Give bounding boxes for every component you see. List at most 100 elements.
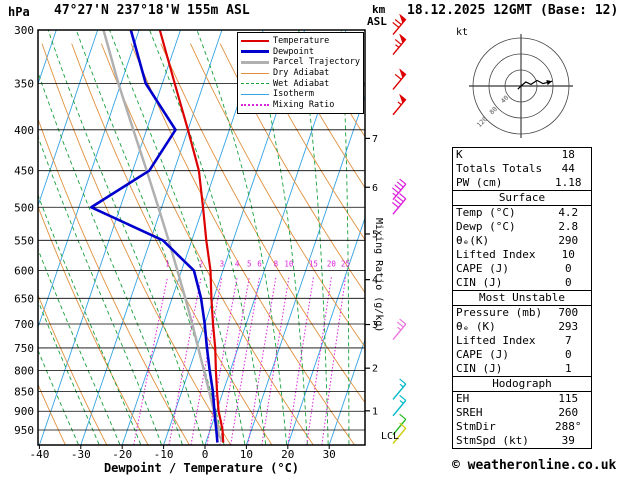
svg-text:25: 25 xyxy=(341,260,350,269)
table-value: 1.18 xyxy=(555,176,582,189)
svg-text:4: 4 xyxy=(235,260,240,269)
svg-text:7: 7 xyxy=(372,134,378,145)
svg-text:950: 950 xyxy=(14,424,34,437)
table-row: Dewp (°C) 2.8 xyxy=(453,220,592,234)
hodograph-trace-arrow xyxy=(546,80,553,86)
legend-line-sample xyxy=(241,60,269,64)
legend-line-sample xyxy=(241,83,269,85)
table-value: 700 xyxy=(558,306,579,319)
legend-item-label: Temperature xyxy=(273,36,330,47)
svg-text:2: 2 xyxy=(372,364,378,375)
plot-frame xyxy=(37,29,366,446)
wind-barb xyxy=(391,193,407,215)
table-value: 18 xyxy=(561,148,575,161)
indices-table: K 18 Totals Totals 44 PW (cm) 1.18 Surface Temp… xyxy=(452,147,592,449)
legend-item-label: Dry Adiabat xyxy=(273,68,330,79)
legend-line-sample xyxy=(241,50,269,54)
wind-barb xyxy=(392,378,407,400)
wind-barb xyxy=(392,68,407,90)
svg-text:4: 4 xyxy=(372,275,378,286)
table-section-row: Surface xyxy=(452,190,592,206)
wind-barb xyxy=(392,33,407,56)
temperature-line xyxy=(158,30,225,443)
svg-text:1: 1 xyxy=(165,260,170,269)
svg-text:800: 800 xyxy=(14,364,34,377)
legend-item: Dry Adiabat xyxy=(241,68,360,79)
hodograph-ring-label: 40 xyxy=(499,94,510,105)
svg-text:450: 450 xyxy=(14,165,34,178)
legend-line-sample xyxy=(241,72,269,74)
table-row: CIN (J) 0 xyxy=(453,276,592,291)
svg-text:2: 2 xyxy=(199,260,204,269)
table-value: 4.2 xyxy=(558,206,579,219)
station-location-title: 47°27'N 237°18'W 155m ASL xyxy=(54,3,250,18)
svg-text:1: 1 xyxy=(372,406,378,417)
table-label: Lifted Index xyxy=(456,248,536,261)
table-label: StmSpd (kt) xyxy=(456,434,529,447)
pressure-axis-unit: hPa xyxy=(8,5,30,19)
svg-text:20: 20 xyxy=(281,448,294,461)
mixing-ratio-labels: 1 2 3 4 5 6 8 10 15 20 25 xyxy=(165,260,350,269)
hodograph-ring-label: 80 xyxy=(488,105,499,116)
table-label: CIN (J) xyxy=(456,276,503,289)
table-value: 1 xyxy=(564,362,572,375)
pressure-tick-labels: 300 350 400 450 500 550 600 650 700 750 800 850 900 9… xyxy=(14,24,34,437)
table-row: Temp (°C) 4.2 xyxy=(453,206,592,221)
legend-item-label: Wet Adiabat xyxy=(273,78,330,89)
hodograph-trace xyxy=(517,79,553,90)
svg-text:-20: -20 xyxy=(112,448,132,461)
table-row: θₑ (K) 293 xyxy=(453,320,592,334)
svg-text:650: 650 xyxy=(14,292,34,305)
table-row: CAPE (J) 0 xyxy=(453,348,592,362)
table-row: StmSpd (kt) 39 xyxy=(453,434,592,449)
table-label: CIN (J) xyxy=(456,362,503,375)
altitude-axis-unit-km: km xyxy=(372,3,386,16)
table-label: Totals Totals xyxy=(456,162,543,175)
x-axis-label: Dewpoint / Temperature (°C) xyxy=(103,461,300,475)
legend-item: Parcel Trajectory xyxy=(241,57,360,68)
copyright-footer: © weatheronline.co.uk xyxy=(452,458,617,473)
table-label: θₑ(K) xyxy=(456,234,490,247)
legend-item: Wet Adiabat xyxy=(241,78,360,89)
table-section-title: Surface xyxy=(452,190,592,206)
pressure-gridlines xyxy=(38,30,365,431)
table-value: 44 xyxy=(561,162,575,175)
svg-text:8: 8 xyxy=(274,260,279,269)
legend-item-label: Parcel Trajectory xyxy=(273,57,360,68)
table-label: StmDir xyxy=(456,420,496,433)
table-value: 0 xyxy=(564,348,572,361)
table-row: EH 115 xyxy=(453,392,592,407)
table-row: PW (cm) 1.18 xyxy=(453,176,592,191)
table-value: 290 xyxy=(558,234,579,247)
table-value: 260 xyxy=(558,406,579,419)
svg-text:6: 6 xyxy=(372,183,378,194)
table-section-row: Hodograph xyxy=(452,376,592,392)
skewt-background xyxy=(38,30,365,445)
svg-text:300: 300 xyxy=(14,24,34,37)
table-value: 0 xyxy=(564,262,572,275)
legend-item: Temperature xyxy=(241,36,360,47)
table-value: 115 xyxy=(558,392,579,405)
svg-text:0: 0 xyxy=(202,448,209,461)
table-row: SREH 260 xyxy=(453,406,592,420)
svg-text:3: 3 xyxy=(372,320,378,331)
legend-item: Mixing Ratio xyxy=(241,100,360,111)
table-label: CAPE (J) xyxy=(456,348,509,361)
wind-barb xyxy=(392,394,407,417)
hodograph-unit-label: kt xyxy=(456,27,469,38)
table-value: 2.8 xyxy=(558,220,579,233)
wind-barb xyxy=(392,93,407,116)
legend-item-label: Dewpoint xyxy=(273,46,314,57)
mixing-ratio-lines xyxy=(133,277,347,445)
svg-text:550: 550 xyxy=(14,234,34,247)
svg-text:10: 10 xyxy=(284,260,294,269)
table-label: Lifted Index xyxy=(456,334,536,347)
wind-barb xyxy=(392,318,407,340)
table-value: 293 xyxy=(558,320,579,333)
altitude-axis-unit-asl: ASL xyxy=(367,15,387,28)
table-label: Dewp (°C) xyxy=(456,220,516,233)
table-label: PW (cm) xyxy=(456,176,503,189)
table-row: Lifted Index 10 xyxy=(453,248,592,262)
